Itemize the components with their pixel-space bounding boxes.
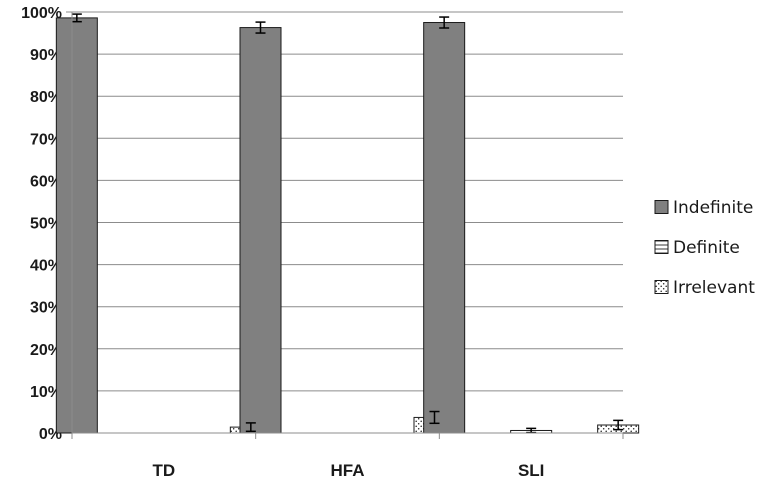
axes: [71, 12, 624, 439]
bar-indefinite-hfa: [239, 27, 282, 434]
x-axis-labels: TD HFA SLI: [152, 461, 544, 480]
legend-swatch: [654, 240, 669, 254]
legend-label: Indefinite: [673, 198, 753, 218]
error-bar-indefinite-sli: [439, 16, 450, 29]
y-tick-label: 90%: [30, 47, 62, 64]
error-bar-irrelevant-hfa: [429, 410, 440, 425]
y-tick-label: 60%: [30, 173, 62, 190]
gridlines: [72, 11, 623, 392]
y-tick-label: 10%: [30, 384, 62, 401]
error-bar-indefinite-hfa: [255, 21, 266, 34]
error-bars: [71, 13, 624, 434]
y-tick-label: 80%: [30, 89, 62, 106]
legend-item-definite: Definite: [654, 238, 740, 258]
bars: [55, 17, 640, 434]
y-tick-label: 40%: [30, 258, 62, 275]
legend-swatch: [654, 280, 669, 294]
legend-label: Definite: [673, 238, 740, 258]
error-bar-indefinite-td: [71, 13, 82, 23]
error-bar-irrelevant-sli: [613, 419, 624, 431]
y-tick-label: 100%: [21, 5, 62, 22]
y-tick-label: 20%: [30, 342, 62, 359]
y-axis-ticks: 0%10%20%30%40%50%60%70%80%90%100%: [21, 5, 72, 443]
error-bar-irrelevant-td: [245, 422, 256, 433]
x-category-label: SLI: [518, 461, 544, 480]
bar-indefinite-td: [55, 17, 98, 434]
legend-swatch: [654, 200, 669, 214]
legend-item-irrelevant: Irrelevant: [654, 278, 755, 298]
x-category-label: HFA: [331, 461, 365, 480]
y-tick-label: 30%: [30, 300, 62, 317]
legend-item-indefinite: Indefinite: [654, 198, 753, 218]
bar-indefinite-sli: [423, 22, 466, 434]
legend: Indefinite Definite Irrelevant: [654, 198, 755, 298]
y-tick-label: 70%: [30, 131, 62, 148]
y-tick-label: 50%: [30, 216, 62, 233]
x-category-label: TD: [152, 461, 175, 480]
legend-label: Irrelevant: [673, 278, 755, 298]
